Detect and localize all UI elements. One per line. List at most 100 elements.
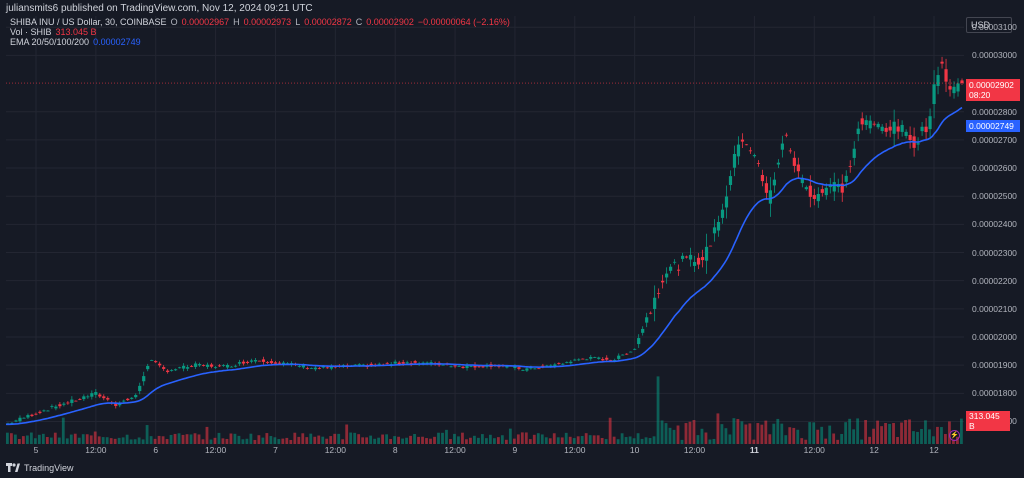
candle-body [732,153,737,168]
candle-body [864,120,868,126]
candle-body [353,364,357,366]
volume-bar [317,435,321,444]
volume-bar [13,434,17,444]
candle-body [325,367,329,369]
volume-bar [752,439,756,444]
ema-row: EMA 20/50/100/200 0.00002749 [10,37,510,47]
candle-body [217,365,222,367]
candle-body [760,174,765,182]
candle-body [924,126,928,133]
price-tick-label: 0.00002500 [972,191,1017,202]
volume-bar [465,439,468,444]
volume-bar [61,417,65,444]
volume-bar [720,424,724,444]
volume-bar [928,429,931,444]
candle-body [78,399,82,400]
volume-bar [512,438,516,444]
candle-body [201,365,206,366]
volume-bar [117,437,121,444]
candle-body [118,403,122,406]
volume-bar [293,432,297,444]
candle-body [58,404,62,407]
volume-bar [956,436,959,444]
volume-tag: 313.045 B [966,411,1010,431]
price-tick-label: 0.00002700 [972,134,1017,145]
volume-bar [441,432,444,444]
volume-bar [680,439,684,444]
volume-bar [233,433,237,444]
change-value: −0.00000064 (−2.16%) [417,17,510,27]
candle-body [122,400,126,402]
lightning-icon[interactable]: ⚡ [949,430,960,441]
candlestick-chart[interactable] [6,16,964,444]
volume-bar [664,423,668,444]
volume-bar [496,437,500,444]
time-tick-label: 10 [629,445,640,455]
volume-bar [768,434,772,444]
price-tick-label: 0.00002800 [972,106,1017,117]
time-tick-label: 12:00 [683,445,706,455]
chart-plot-area[interactable] [6,16,964,444]
volume-bar [936,426,939,444]
volume-bar [656,376,660,444]
candle-body [545,365,549,367]
volume-bar [9,433,13,444]
volume-bar [880,426,883,444]
volume-bar [624,437,628,444]
volume-bar [852,429,856,444]
candle-body [792,157,796,166]
volume-bar [397,436,400,444]
volume-bar [644,437,648,444]
candle-body [54,406,58,409]
volume-bar [544,437,548,444]
candle-body [708,245,713,247]
volume-bar [756,423,760,444]
volume-bar [684,423,688,444]
volume-bar [856,418,860,444]
volume-bar [812,422,816,444]
volume-bar [353,432,357,444]
volume-bar [269,436,273,444]
volume-bar [636,433,640,444]
volume-bar [125,434,129,444]
candle-body [158,363,162,366]
time-axis[interactable]: 5 12:00 6 12:00 7 12:00 8 12:00 9 12:00 10 12:00 11 1… [6,444,964,458]
candle-body [704,246,709,261]
ema-label[interactable]: EMA 20/50/100/200 [10,37,90,47]
candle-body [880,126,884,131]
volume-bar [65,438,69,444]
volume-bar [469,437,472,444]
tradingview-brand: TradingView [24,463,74,473]
tradingview-logo[interactable]: TradingView [6,463,74,473]
volume-label[interactable]: Vol · SHIB [10,27,52,37]
candle-body [241,361,246,364]
volume-bar [121,437,125,444]
price-axis[interactable]: 0.00003100 0.00003000 0.00002800 0.00002700… [964,16,1024,444]
volume-bar [488,434,492,444]
candle-body [661,280,665,283]
price-tick-label: 0.00002100 [972,303,1017,314]
volume-bar [820,426,824,444]
candle-body [154,361,158,363]
volume-bar [600,438,604,444]
candle-body [609,360,613,361]
candle-body [529,366,533,369]
volume-bar [516,434,520,444]
volume-bar [712,438,716,444]
currency-button[interactable]: USD [966,17,1012,33]
candle-body [98,394,102,397]
symbol-label[interactable]: SHIBA INU / US Dollar, 30, COINBASE [10,17,167,27]
volume-bar [101,437,105,444]
volume-bar [57,437,61,444]
tradingview-mark-icon [6,463,20,472]
volume-bar [836,439,840,444]
candle-body [728,176,733,185]
candle-body [397,362,401,365]
time-tick-label: 9 [512,445,518,455]
candle-body [920,126,924,132]
volume-bar [668,427,672,444]
candle-body [62,403,66,405]
volume-bar [796,429,800,444]
candle-body [38,411,42,413]
candle-body [517,367,521,369]
